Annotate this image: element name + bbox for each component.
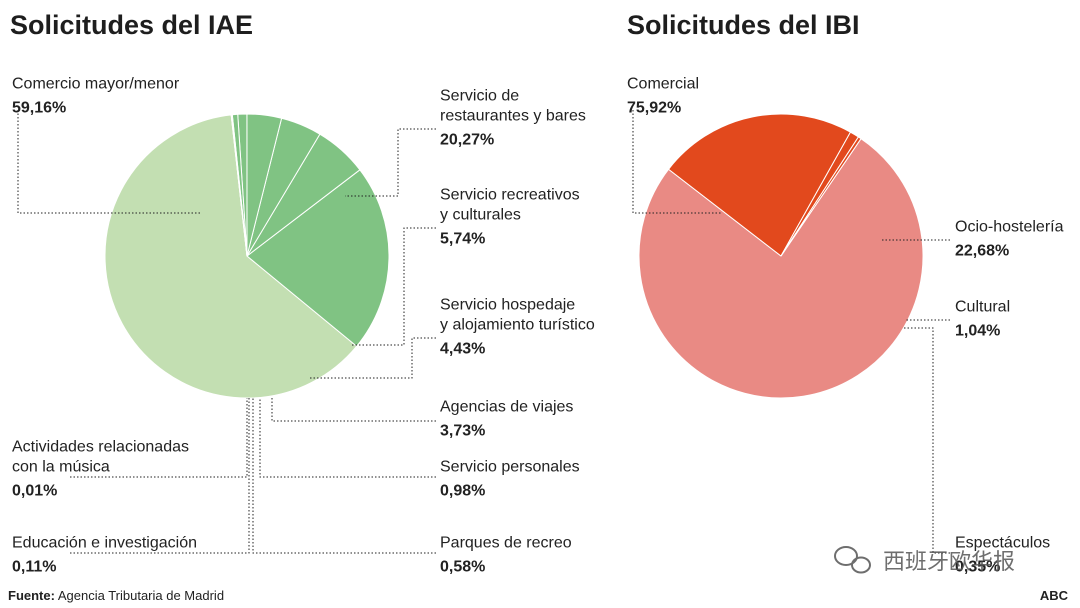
ibi-chart-title: Solicitudes del IBI bbox=[627, 10, 860, 40]
ibi-leader-0 bbox=[632, 110, 722, 214]
iae-label-0-line-0: Comercio mayor/menor bbox=[12, 75, 180, 92]
iae-slice-1 bbox=[246, 169, 390, 347]
iae-leader-7 bbox=[70, 398, 250, 554]
ibi-leader-3 bbox=[904, 327, 950, 554]
iae-label-3-line-0: Servicio hospedaje bbox=[440, 296, 575, 313]
iae-leader-1 bbox=[345, 128, 436, 197]
ibi-label-0-line-0: Comercial bbox=[627, 75, 699, 92]
wechat-icon bbox=[834, 546, 871, 574]
ibi-pie bbox=[638, 113, 924, 399]
iae-value-label-7: 0,11% bbox=[12, 558, 56, 575]
slice-labels: Comercio mayor/menor 59,16% Servicio de res… bbox=[12, 75, 1064, 575]
ibi-value-label-2: 1,04% bbox=[955, 322, 1000, 339]
iae-leader-5 bbox=[259, 398, 436, 478]
leader-lines bbox=[17, 110, 950, 554]
iae-label-4-line-0: Agencias de viajes bbox=[440, 398, 573, 415]
ibi-label-2-line-0: Cultural bbox=[955, 298, 1010, 315]
iae-slice-0 bbox=[104, 114, 358, 399]
iae-leader-0 bbox=[17, 110, 200, 214]
source-note: Fuente: Agencia Tributaria de Madrid bbox=[8, 588, 224, 603]
iae-leader-2 bbox=[352, 227, 436, 346]
iae-value-label-3: 4,43% bbox=[440, 340, 485, 357]
source-label: Fuente: bbox=[8, 588, 55, 603]
iae-label-8-line-0: Actividades relacionadas bbox=[12, 438, 189, 455]
iae-label-7-line-0: Educación e investigación bbox=[12, 534, 197, 551]
iae-value-label-2: 5,74% bbox=[440, 230, 485, 247]
ibi-value-label-3: 0,35% bbox=[955, 558, 1000, 575]
iae-leader-6 bbox=[252, 398, 436, 554]
iae-value-label-1: 20,27% bbox=[440, 131, 494, 148]
iae-label-1-line-0: Servicio de bbox=[440, 87, 519, 104]
iae-value-label-4: 3,73% bbox=[440, 422, 485, 439]
ibi-slice-3 bbox=[780, 136, 862, 257]
iae-label-2-line-0: Servicio recreativos bbox=[440, 186, 580, 203]
iae-slice-8 bbox=[230, 114, 248, 257]
iae-value-label-6: 0,58% bbox=[440, 558, 485, 575]
iae-label-2-line-1: y culturales bbox=[440, 206, 521, 223]
iae-value-label-5: 0,98% bbox=[440, 482, 485, 499]
iae-label-6-line-0: Parques de recreo bbox=[440, 534, 572, 551]
ibi-slice-0 bbox=[638, 138, 924, 399]
iae-value-label-8: 0,01% bbox=[12, 482, 57, 499]
iae-value-label-0: 59,16% bbox=[12, 99, 66, 116]
ibi-value-label-0: 75,92% bbox=[627, 99, 681, 116]
source-text: Agencia Tributaria de Madrid bbox=[55, 588, 224, 603]
ibi-slice-1 bbox=[668, 113, 851, 257]
ibi-label-1-line-0: Ocio-hostelería bbox=[955, 218, 1064, 235]
iae-label-5-line-0: Servicio personales bbox=[440, 458, 580, 475]
watermark: 西班牙欧华报 bbox=[834, 546, 1015, 575]
iae-label-1-line-1: restaurantes y bares bbox=[440, 107, 586, 124]
iae-label-8-line-1: con la música bbox=[12, 458, 110, 475]
watermark-text: 西班牙欧华报 bbox=[883, 550, 1015, 575]
iae-leader-3 bbox=[308, 337, 436, 379]
brand-label: ABC bbox=[1040, 588, 1069, 603]
iae-pie bbox=[104, 113, 390, 399]
ibi-value-label-1: 22,68% bbox=[955, 242, 1009, 259]
ibi-label-3-line-0: Espectáculos bbox=[955, 534, 1050, 551]
iae-leader-4 bbox=[271, 398, 436, 422]
iae-label-3-line-1: y alojamiento turístico bbox=[440, 316, 595, 333]
iae-chart-title: Solicitudes del IAE bbox=[10, 10, 253, 40]
